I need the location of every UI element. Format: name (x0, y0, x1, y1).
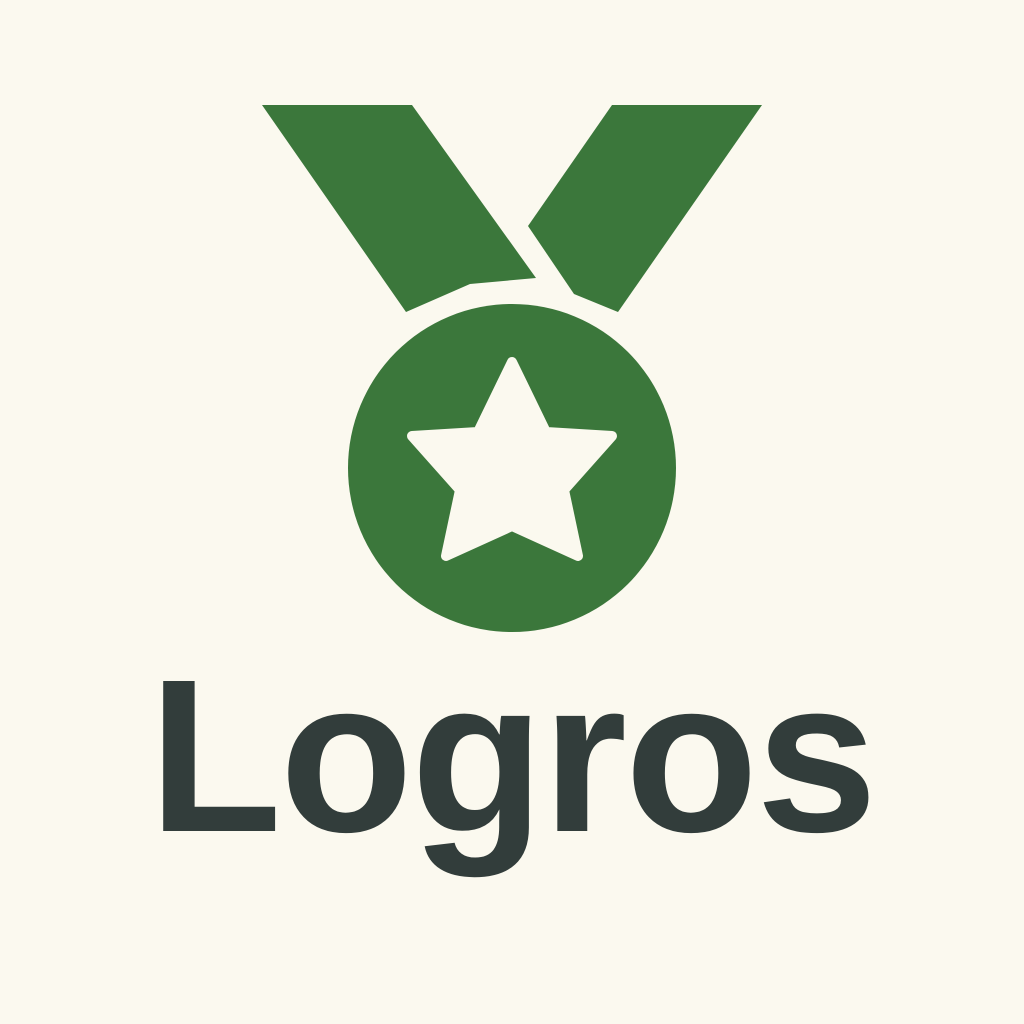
ribbon-right-strap (528, 105, 762, 312)
star-shape (407, 357, 617, 561)
ribbon-left-strap (262, 105, 536, 312)
app-title: Logros (148, 635, 878, 878)
